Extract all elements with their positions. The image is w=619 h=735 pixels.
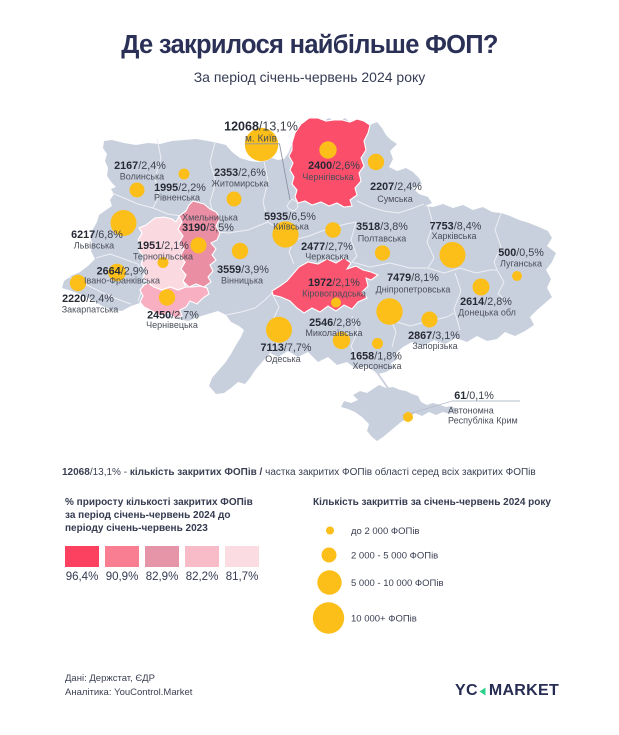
svg-text:61/0,1%: 61/0,1% bbox=[454, 390, 494, 402]
svg-text:2450/2,7%: 2450/2,7% bbox=[147, 310, 199, 322]
svg-text:7113/7,7%: 7113/7,7% bbox=[260, 342, 311, 354]
svg-text:2167/2,4%: 2167/2,4% bbox=[114, 160, 166, 172]
svg-text:3559/3,9%: 3559/3,9% bbox=[217, 264, 269, 276]
svg-text:7753/8,4%: 7753/8,4% bbox=[430, 221, 482, 233]
svg-text:Рівненська: Рівненська bbox=[154, 193, 200, 203]
svg-text:Сумська: Сумська bbox=[377, 194, 412, 204]
svg-text:1951/2,1%: 1951/2,1% bbox=[137, 240, 189, 252]
svg-text:6217/6,8%: 6217/6,8% bbox=[71, 229, 123, 241]
svg-text:Львівська: Львівська bbox=[74, 241, 114, 251]
svg-text:500/0,5%: 500/0,5% bbox=[498, 247, 544, 259]
svg-text:1658/1,8%: 1658/1,8% bbox=[350, 351, 402, 363]
svg-text:Київська: Київська bbox=[273, 222, 309, 232]
svg-text:Черкаська: Черкаська bbox=[305, 252, 348, 262]
svg-text:Одеська: Одеська bbox=[265, 354, 300, 364]
svg-text:2614/2,8%: 2614/2,8% bbox=[460, 296, 512, 308]
svg-text:Херсонська: Херсонська bbox=[353, 361, 402, 371]
svg-text:Миколаївська: Миколаївська bbox=[305, 328, 362, 338]
svg-text:м. Київ: м. Київ bbox=[245, 134, 277, 145]
svg-text:2546/2,8%: 2546/2,8% bbox=[309, 317, 361, 329]
svg-text:Вінницька: Вінницька bbox=[221, 276, 263, 286]
svg-text:Автономна: Автономна bbox=[448, 406, 494, 416]
svg-text:1995/2,2%: 1995/2,2% bbox=[154, 182, 206, 194]
svg-text:2664/2,9%: 2664/2,9% bbox=[97, 266, 149, 278]
svg-text:Полтавська: Полтавська bbox=[358, 234, 407, 244]
svg-text:3518/3,8%: 3518/3,8% bbox=[356, 221, 408, 233]
svg-text:Харківська: Харківська bbox=[432, 231, 477, 241]
svg-text:Луганська: Луганська bbox=[500, 259, 542, 269]
svg-text:Запорізька: Запорізька bbox=[412, 341, 457, 351]
svg-text:2400/2,6%: 2400/2,6% bbox=[308, 160, 360, 172]
svg-text:1972/2,1%: 1972/2,1% bbox=[308, 277, 360, 289]
svg-text:2220/2,4%: 2220/2,4% bbox=[62, 293, 114, 305]
svg-text:Івано-Франківська: Івано-Франківська bbox=[84, 276, 160, 286]
svg-text:Волинська: Волинська bbox=[120, 172, 164, 182]
svg-text:Дніпропетровська: Дніпропетровська bbox=[376, 285, 451, 295]
svg-text:2353/2,6%: 2353/2,6% bbox=[214, 167, 266, 179]
svg-text:Хмельницька: Хмельницька bbox=[182, 213, 238, 223]
svg-text:Тернопільська: Тернопільська bbox=[133, 252, 193, 262]
svg-text:Донецька обл: Донецька обл bbox=[458, 308, 516, 318]
svg-text:Чернівецька: Чернівецька bbox=[146, 320, 198, 330]
svg-text:2207/2,4%: 2207/2,4% bbox=[370, 181, 422, 193]
svg-text:2867/3,1%: 2867/3,1% bbox=[408, 330, 460, 342]
svg-text:7479/8,1%: 7479/8,1% bbox=[387, 272, 439, 284]
svg-text:5935/6,5%: 5935/6,5% bbox=[264, 211, 316, 223]
svg-text:2477/2,7%: 2477/2,7% bbox=[301, 241, 353, 253]
svg-text:Житомирська: Житомирська bbox=[212, 179, 269, 189]
svg-text:12068/13,1%: 12068/13,1% bbox=[224, 120, 298, 134]
svg-text:Республіка Крим: Республіка Крим bbox=[448, 416, 518, 426]
svg-text:3190/3,5%: 3190/3,5% bbox=[182, 222, 234, 234]
svg-text:Чернігівська: Чернігівська bbox=[302, 172, 353, 182]
svg-text:Закарпатська: Закарпатська bbox=[62, 305, 119, 315]
svg-text:Кіровоградська: Кіровоградська bbox=[302, 289, 366, 299]
